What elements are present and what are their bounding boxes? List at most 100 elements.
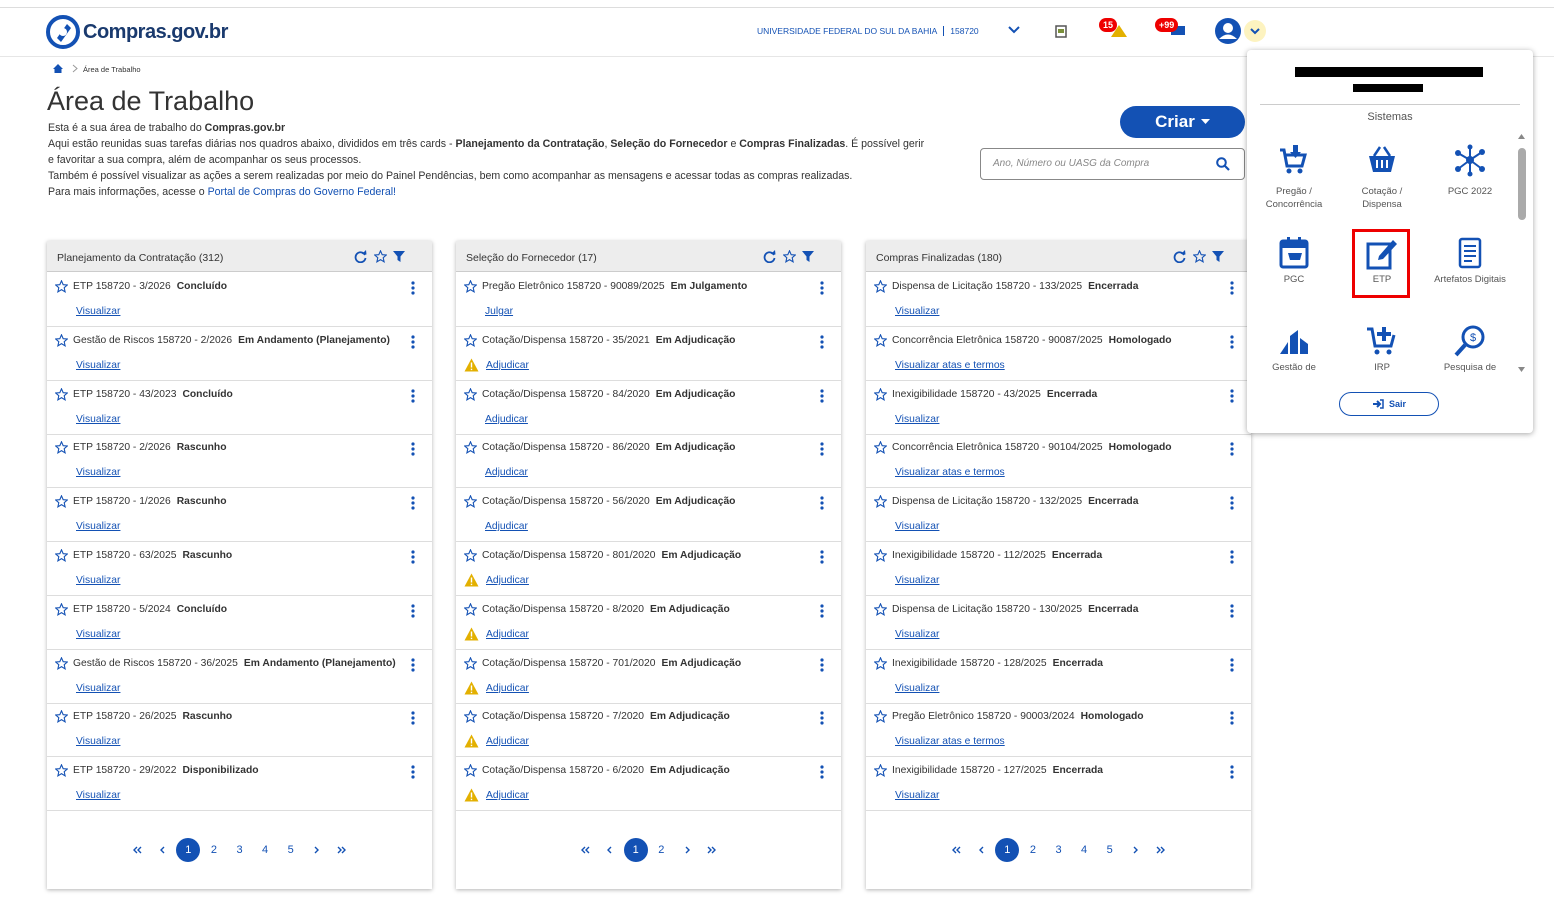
last-page-glyph[interactable]: [707, 845, 717, 855]
scroll-up-part[interactable]: [1518, 134, 1525, 139]
system-item[interactable]: Cotação / Dispensa: [1342, 130, 1422, 210]
item-action[interactable]: Adjudicar: [485, 413, 528, 425]
item-menu-part[interactable]: [411, 765, 415, 769]
page-number-label[interactable]: 2: [210, 844, 217, 856]
page-number-label[interactable]: 1: [176, 838, 201, 862]
item-menu[interactable]: [820, 388, 824, 403]
item-menu-part[interactable]: [820, 721, 824, 725]
search-placeholder[interactable]: Ano, Número ou UASG da Compra: [993, 158, 1150, 169]
item-menu[interactable]: [820, 442, 824, 456]
first-page-glyph[interactable]: [951, 845, 961, 855]
last-page-glyph[interactable]: [337, 845, 347, 855]
item-action[interactable]: Visualizar: [76, 736, 121, 748]
item-menu[interactable]: [411, 442, 415, 456]
next-page[interactable]: [1122, 838, 1148, 863]
favorite-star[interactable]: [874, 710, 887, 724]
favorite-star-part[interactable]: [874, 387, 887, 401]
item-menu-part[interactable]: [411, 442, 415, 446]
favorite-star-part[interactable]: [55, 549, 68, 562]
page-number[interactable]: 2: [1020, 838, 1046, 863]
item-action[interactable]: Visualizar: [76, 682, 121, 694]
system-icon-part[interactable]: [1374, 349, 1380, 355]
create-button[interactable]: Criar: [1120, 106, 1245, 138]
item-menu-part[interactable]: [820, 609, 824, 613]
user-avatar-part[interactable]: [1223, 23, 1233, 33]
logout-button[interactable]: Sair: [1339, 392, 1439, 416]
item-action[interactable]: Julgar: [485, 306, 514, 317]
item-menu[interactable]: [411, 657, 415, 672]
item-menu-part[interactable]: [411, 447, 415, 451]
item-menu-part[interactable]: [411, 388, 415, 393]
notes-icon[interactable]: [1055, 25, 1067, 38]
org-chevron-part[interactable]: [1008, 26, 1020, 34]
item-action[interactable]: Visualizar: [76, 467, 121, 479]
page-number-label[interactable]: 2: [1029, 844, 1036, 856]
favorite-star[interactable]: [55, 549, 68, 562]
item-action[interactable]: Visualizar: [76, 306, 121, 317]
favorite-star[interactable]: [55, 602, 68, 616]
system-icon-part[interactable]: [1286, 168, 1292, 174]
first-page-glyph-part[interactable]: [580, 846, 586, 854]
favorite-star-part[interactable]: [464, 495, 477, 509]
favorite-star-part[interactable]: [464, 280, 477, 293]
item-menu[interactable]: [1230, 496, 1234, 510]
system-icon-part[interactable]: $: [1470, 332, 1476, 344]
favorite-star-part[interactable]: [55, 602, 68, 616]
previous-page[interactable]: [969, 838, 995, 863]
item-menu-part[interactable]: [411, 550, 415, 554]
system-icon-part[interactable]: [1281, 241, 1307, 248]
page-number[interactable]: 5: [1097, 838, 1123, 863]
item-menu[interactable]: [411, 765, 415, 779]
favorite-star-part[interactable]: [55, 656, 68, 670]
item-menu-part[interactable]: [1230, 721, 1234, 725]
last-page[interactable]: [1148, 838, 1174, 863]
filter-icon-part[interactable]: [1212, 251, 1224, 262]
home-icon[interactable]: [52, 63, 64, 74]
system-item[interactable]: PGC: [1254, 218, 1334, 298]
item-menu-part[interactable]: [1230, 496, 1234, 500]
favorite-star-part[interactable]: [464, 333, 477, 347]
item-menu[interactable]: [820, 550, 824, 564]
page-number-label[interactable]: 3: [236, 844, 243, 856]
last-page-glyph[interactable]: [1156, 845, 1166, 855]
notes-icon-part[interactable]: [1058, 29, 1064, 33]
page-number-label[interactable]: 1: [623, 838, 648, 862]
scroll-up[interactable]: [1517, 133, 1526, 140]
item-menu-part[interactable]: [411, 398, 415, 403]
item-menu-part[interactable]: [1230, 447, 1234, 451]
logo-text[interactable]: Compras.gov.br: [83, 21, 228, 43]
item-menu-part[interactable]: [820, 281, 824, 285]
logout-label[interactable]: Sair: [1388, 399, 1406, 409]
favorite-star-part[interactable]: [464, 387, 477, 401]
previous-page-glyph-part[interactable]: [607, 846, 612, 854]
refresh-icon-part[interactable]: [1181, 250, 1186, 255]
favorite-filter-icon-part[interactable]: [783, 250, 796, 263]
system-item[interactable]: Artefatos Digitais: [1430, 218, 1510, 298]
system-item[interactable]: $ Pesquisa de: [1430, 306, 1510, 373]
page-number[interactable]: 1: [623, 838, 649, 863]
refresh-icon-part[interactable]: [1173, 251, 1186, 263]
item-action[interactable]: Adjudicar: [486, 628, 529, 640]
system-icon-part[interactable]: [1288, 253, 1302, 260]
item-menu-part[interactable]: [1230, 614, 1234, 618]
system-icon-part[interactable]: [1376, 160, 1388, 168]
user-menu-toggle-part[interactable]: [1250, 28, 1260, 35]
item-action[interactable]: Adjudicar: [486, 359, 529, 371]
item-menu-part[interactable]: [820, 604, 824, 608]
alert-icon[interactable]: [1110, 24, 1128, 38]
favorite-star-part[interactable]: [874, 549, 887, 562]
item-menu-part[interactable]: [411, 662, 415, 667]
item-menu[interactable]: [820, 711, 824, 725]
item-menu[interactable]: [411, 388, 415, 403]
item-action[interactable]: Visualizar: [895, 306, 940, 317]
favorite-star[interactable]: [464, 764, 477, 778]
item-action[interactable]: Visualizar atas e termos: [895, 467, 1005, 479]
page-number[interactable]: 5: [278, 838, 304, 863]
favorite-filter-icon[interactable]: [374, 250, 387, 263]
favorite-star-part[interactable]: [55, 280, 68, 293]
item-menu-part[interactable]: [1230, 501, 1234, 505]
first-page[interactable]: [943, 838, 969, 863]
item-menu-part[interactable]: [411, 345, 415, 349]
item-menu-part[interactable]: [411, 291, 415, 295]
page-number-label[interactable]: 3: [1055, 844, 1062, 856]
